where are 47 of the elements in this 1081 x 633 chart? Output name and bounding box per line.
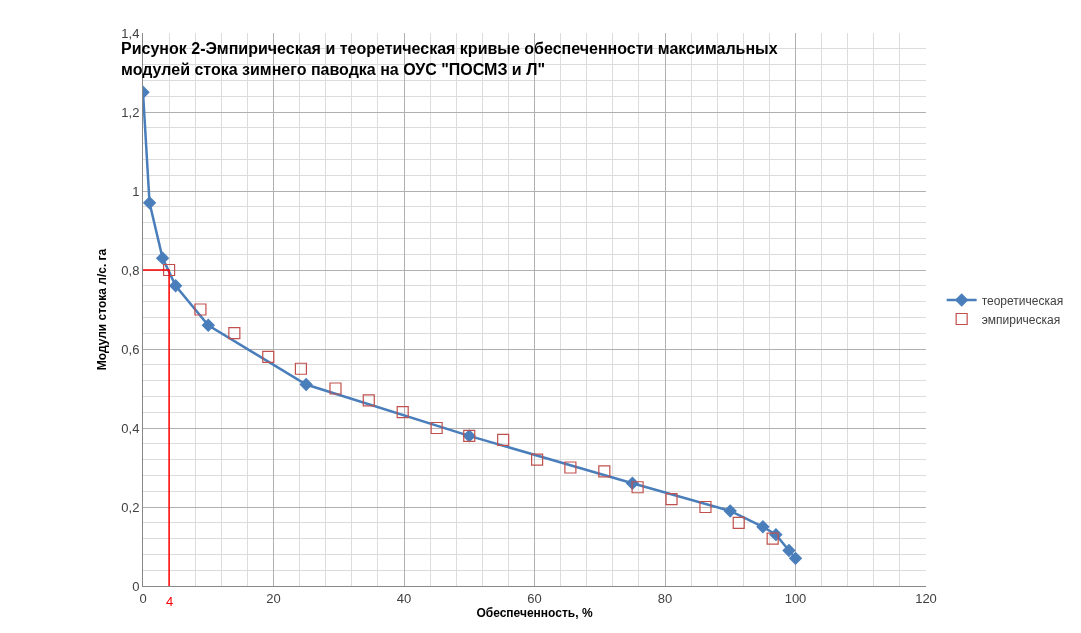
legend-label: эмпирическая	[981, 312, 1061, 327]
point	[766, 532, 779, 545]
point	[782, 544, 796, 557]
point	[329, 382, 342, 395]
y-tick-label: 1	[132, 183, 140, 199]
point	[497, 433, 510, 446]
x-axis-title: Обеспеченность, %	[476, 606, 593, 621]
point	[756, 520, 770, 534]
x-tick-label: 120	[915, 590, 937, 606]
text: Рисунок 2-Эмпирическая и теоретическая кривые обеспеченности максимальных модулей стока зимнего паводка на ОУС "ПОСМЗ и Л"	[121, 39, 778, 78]
point	[732, 516, 745, 529]
x-tick-label: 20	[266, 590, 281, 606]
x-tick-label: 40	[396, 590, 412, 606]
point	[201, 318, 215, 332]
y-tick-label: 0,6	[121, 341, 140, 357]
point	[169, 279, 183, 293]
point	[531, 453, 544, 466]
point	[631, 481, 644, 494]
annotation: 4	[166, 594, 174, 609]
point	[564, 461, 577, 474]
point	[262, 350, 275, 363]
y-axis-title: Модули стока л/с. га	[94, 248, 109, 371]
point	[156, 251, 170, 265]
legend-label: теоретическая	[981, 293, 1064, 308]
point	[699, 500, 712, 514]
x-tick-label: 60	[527, 590, 542, 606]
point	[362, 394, 375, 407]
point	[163, 263, 176, 277]
point	[723, 504, 737, 518]
x-tick-label: 80	[657, 590, 673, 606]
y-tick-label: 0,2	[121, 499, 140, 515]
point	[294, 362, 308, 375]
point	[396, 406, 409, 419]
point	[665, 493, 678, 506]
point	[598, 465, 611, 478]
y-tick-label: 0,8	[121, 262, 140, 278]
point	[299, 378, 313, 391]
point	[430, 421, 443, 435]
point	[789, 551, 802, 565]
point	[228, 327, 241, 340]
y-tick-label: 1,2	[121, 104, 140, 120]
point	[194, 303, 207, 316]
point	[143, 196, 156, 210]
y-tick-label: 0	[132, 578, 140, 594]
y-tick-label: 1,4	[121, 25, 140, 41]
y-tick-label: 0,4	[121, 420, 140, 436]
x-tick-label: 100	[784, 590, 807, 606]
